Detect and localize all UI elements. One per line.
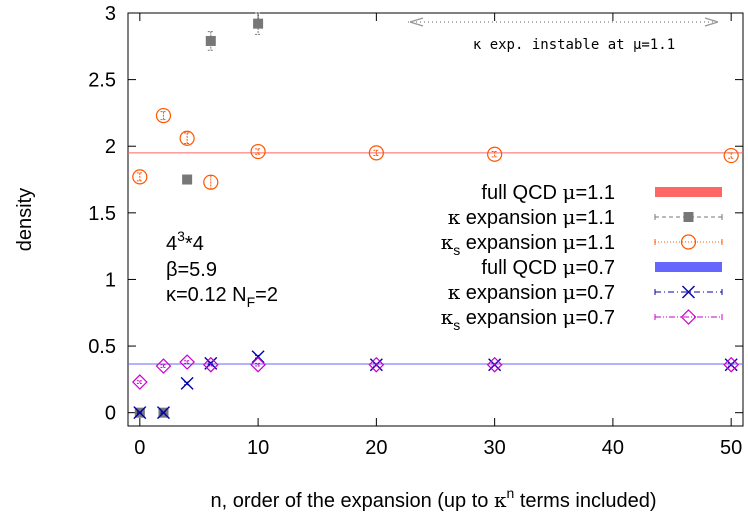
- series-5-point: [131, 374, 148, 390]
- series-2-errorbar: [184, 132, 191, 145]
- series-4-point: [251, 350, 265, 364]
- series-1-point: [182, 174, 193, 185]
- series-1-point: [205, 35, 216, 46]
- legend-swatch-cap-5: [654, 314, 723, 320]
- series-5-errorbar: [207, 362, 214, 367]
- series-2-point: [250, 143, 266, 160]
- y-tick-label: 1: [105, 269, 116, 291]
- series-5-point: [723, 356, 740, 373]
- series-5-errorbar: [255, 362, 262, 367]
- series-5-point: [155, 358, 172, 374]
- legend-label-4: κ expansion μ=0.7: [448, 280, 615, 304]
- series-5-point: [179, 354, 195, 370]
- series-5-errorbar: [373, 362, 380, 367]
- series-2-errorbar: [491, 151, 498, 158]
- series-2-errorbar: [207, 175, 214, 190]
- series-2-point: [179, 130, 195, 146]
- legend-swatch-cap-1: [654, 214, 723, 220]
- legend-label-0: full QCD μ=1.1: [481, 180, 615, 204]
- series-2-errorbar: [255, 148, 262, 155]
- annotation-text: κ exp. instable at μ=1.1: [473, 37, 675, 53]
- param-kappa: κ=0.12 NF=2: [166, 284, 278, 310]
- legend-label-5: κs expansion μ=0.7: [441, 305, 615, 333]
- x-tick-label: 10: [247, 437, 269, 459]
- series-5-errorbar: [160, 364, 167, 368]
- series-2-errorbar: [728, 152, 735, 159]
- series-2-point: [368, 145, 384, 161]
- y-tick-label: 1.5: [88, 203, 116, 225]
- series-5-point: [250, 356, 266, 373]
- legend-marker-1: [683, 212, 694, 222]
- series-4-point: [156, 406, 170, 420]
- annotation-arrowhead-right: [704, 17, 719, 27]
- series-5-point: [202, 356, 219, 373]
- series-2-errorbar: [373, 149, 380, 157]
- series-2-point: [155, 107, 172, 124]
- y-tick-label: 2: [105, 136, 116, 158]
- annotation-arrowhead-left: [409, 17, 424, 27]
- x-tick-label: 40: [602, 437, 624, 459]
- param-beta: β=5.9: [166, 259, 217, 281]
- x-tick-label: 0: [134, 437, 145, 459]
- legend-label-3: full QCD μ=0.7: [481, 255, 615, 279]
- legend-swatch-cap-2: [654, 239, 723, 245]
- x-tick-label: 30: [484, 437, 506, 459]
- y-tick-label: 0: [105, 403, 116, 425]
- legend-marker-5: [680, 309, 697, 325]
- x-tick-label: 20: [365, 437, 387, 459]
- series-1-point: [253, 18, 264, 29]
- series-2-point: [487, 146, 503, 162]
- series-4-point: [180, 376, 194, 390]
- series-2-point: [203, 174, 219, 190]
- series-4-point: [133, 406, 147, 420]
- series-5-errorbar: [184, 360, 191, 364]
- param-lattice: 43*4: [166, 228, 204, 255]
- series-5-errorbar: [491, 362, 498, 367]
- legend-marker-2: [680, 234, 697, 250]
- legend-swatch-cap-4: [654, 289, 723, 295]
- series-2-errorbar: [136, 172, 143, 182]
- plot-frame: [127, 12, 744, 427]
- series-2-point: [723, 147, 739, 164]
- legend-label-1: κ expansion μ=1.1: [448, 205, 615, 229]
- y-tick-label: 2.5: [88, 70, 116, 92]
- series-5-point: [368, 356, 385, 373]
- y-tick-label: 3: [105, 3, 116, 25]
- series-5-errorbar: [136, 380, 143, 384]
- legend-marker-4: [682, 285, 695, 299]
- series-5-point: [486, 356, 503, 373]
- series-5-errorbar: [728, 362, 735, 367]
- y-tick-label: 0.5: [88, 336, 116, 358]
- series-2-errorbar: [160, 111, 167, 121]
- x-axis-label: n, order of the expansion (up to κn term…: [210, 485, 656, 512]
- legend-swatch-3: [655, 262, 722, 272]
- y-axis-label: density: [14, 188, 36, 251]
- legend-label-2: κs expansion μ=1.1: [441, 230, 615, 258]
- series-2-point: [132, 169, 148, 185]
- x-tick-label: 50: [720, 437, 742, 459]
- legend-swatch-0: [655, 187, 722, 197]
